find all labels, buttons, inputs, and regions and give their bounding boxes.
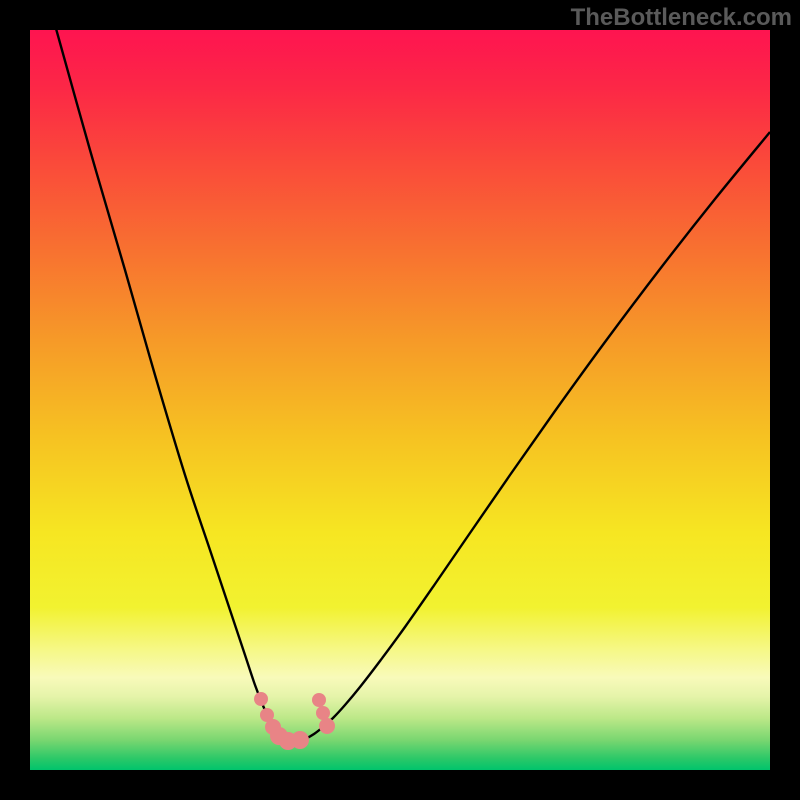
curve-marker — [291, 731, 309, 749]
curve-marker — [319, 718, 335, 734]
chart-frame: TheBottleneck.com — [0, 0, 800, 800]
gradient-background — [30, 30, 770, 770]
curve-marker — [316, 706, 330, 720]
watermark-text: TheBottleneck.com — [571, 4, 792, 32]
curve-marker — [312, 693, 326, 707]
curve-marker — [254, 692, 268, 706]
chart-svg — [0, 0, 800, 800]
plot-area — [30, 25, 770, 770]
